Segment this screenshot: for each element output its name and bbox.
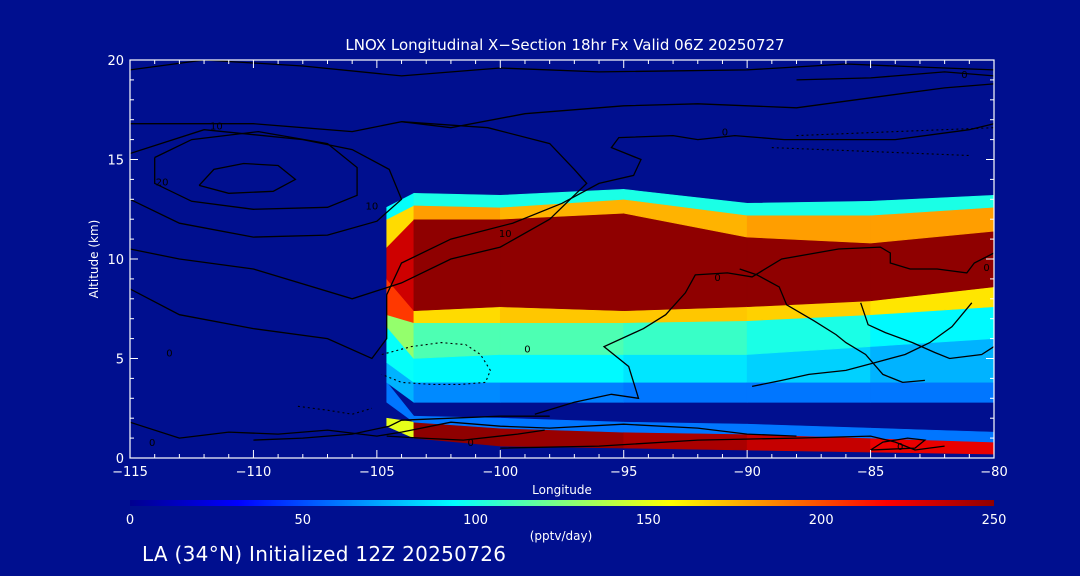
field-cell [870, 206, 994, 244]
contour-line-dashed [297, 405, 373, 415]
x-axis: −115 −110 −105 −100 −95 −90 −85 −80 [112, 60, 1008, 480]
contour-line [739, 268, 925, 384]
y-axis: 0 5 10 15 20 [107, 54, 994, 467]
field-cell [746, 200, 871, 216]
contour-label: 0 [166, 349, 172, 360]
contour-line-dashed [381, 342, 492, 385]
colorbar-tick-label: 50 [295, 513, 312, 528]
contour-line [534, 246, 994, 415]
x-tick-label: −110 [236, 465, 272, 480]
contour-line [130, 129, 403, 238]
contour-label: 10 [210, 122, 223, 133]
field-cell [746, 236, 871, 308]
field-cell [623, 382, 748, 403]
colorbar-strip [130, 500, 994, 506]
contour-line [870, 437, 927, 451]
x-tick-label: −90 [733, 465, 760, 480]
contour-label: 20 [156, 177, 169, 188]
contour-line [386, 429, 545, 441]
field-cell [413, 204, 501, 220]
y-tick-label: 15 [107, 154, 124, 169]
contour-label: 0 [524, 345, 530, 356]
contour-label: 0 [961, 70, 967, 81]
colorbar: 0 50 100 150 200 250 (pptv/day) [126, 500, 1007, 543]
field-cell [746, 382, 871, 403]
contour-line [198, 162, 297, 194]
field-cell [413, 382, 501, 403]
contour-label: 0 [983, 263, 989, 274]
contour-label: 10 [366, 201, 379, 212]
x-tick-label: −100 [482, 465, 518, 480]
colorbar-tick-label: 100 [463, 513, 488, 528]
contour-label: 0 [722, 128, 728, 139]
contour-line [751, 302, 973, 388]
x-tick-label: −85 [857, 465, 884, 480]
field-cell [413, 322, 501, 359]
field-cell [413, 193, 501, 208]
field-cell [870, 338, 994, 383]
contour-line [130, 123, 994, 360]
contour-line [154, 130, 358, 210]
contour-line [796, 71, 994, 81]
field-cell [413, 218, 501, 312]
field-cell [499, 354, 625, 383]
colorbar-label: (pptv/day) [530, 529, 593, 543]
y-axis-label: Altitude (km) [87, 220, 101, 299]
field-cell [870, 230, 994, 302]
contour-label: 0 [897, 442, 903, 453]
contour-label: 10 [499, 229, 512, 240]
contour-line [130, 83, 994, 133]
field-cell [623, 320, 748, 355]
field-cell [870, 437, 994, 455]
chart-title: LNOX Longitudinal X−Section 18hr Fx Vali… [345, 36, 784, 54]
y-tick-label: 10 [107, 253, 124, 268]
field-cell [499, 322, 625, 355]
initialization-caption: LA (34°N) Initialized 12Z 20250726 [142, 542, 507, 566]
plot-area: 10 20 10 10 0 0 0 0 0 0 0 0 0 [130, 60, 994, 458]
colorbar-ticks: 0 50 100 150 200 250 [126, 513, 1007, 528]
y-tick-label: 20 [107, 54, 124, 69]
contour-line [860, 302, 994, 360]
contour-label: 0 [149, 438, 155, 449]
lnox-field-layer [386, 189, 994, 455]
x-tick-label: −105 [359, 465, 395, 480]
field-cell [870, 382, 994, 403]
contour-line [130, 121, 588, 300]
field-cell [623, 354, 748, 383]
field-cell [499, 212, 625, 312]
field-cell [499, 382, 625, 403]
field-cell [870, 286, 994, 316]
colorbar-tick-label: 200 [809, 513, 834, 528]
x-tick-label: −95 [610, 465, 637, 480]
contour-line [253, 415, 550, 441]
x-axis-label: Longitude [532, 483, 592, 497]
y-tick-label: 0 [116, 452, 124, 467]
contour-label: 0 [467, 438, 473, 449]
colorbar-tick-label: 150 [636, 513, 661, 528]
colorbar-tick-label: 0 [126, 513, 134, 528]
field-cell [870, 195, 994, 216]
y-tick-label: 5 [116, 353, 124, 368]
x-tick-label: −80 [980, 465, 1007, 480]
colorbar-tick-label: 250 [982, 513, 1007, 528]
x-tick-label: −115 [112, 465, 148, 480]
contour-label: 0 [714, 273, 720, 284]
contour-line [130, 421, 797, 439]
